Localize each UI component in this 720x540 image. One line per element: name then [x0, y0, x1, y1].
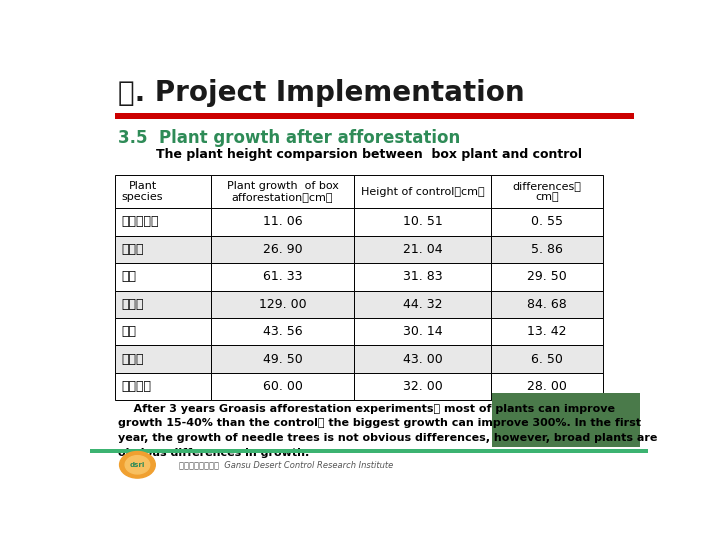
Bar [115, 175, 211, 208]
Bar [211, 318, 354, 346]
Text: 29. 50: 29. 50 [527, 271, 567, 284]
Text: 61. 33: 61. 33 [263, 271, 302, 284]
Bar [211, 263, 354, 291]
Text: 60. 00: 60. 00 [263, 380, 302, 393]
Text: dsri: dsri [130, 462, 145, 468]
Bar [354, 208, 491, 235]
Bar [491, 346, 603, 373]
Text: 沙蝒: 沙蝒 [122, 271, 137, 284]
Text: 30. 14: 30. 14 [402, 325, 442, 338]
Bar [354, 235, 491, 263]
Bar [491, 263, 603, 291]
Bar [211, 175, 354, 208]
Text: 沙木蒕: 沙木蒕 [122, 298, 144, 311]
Bar [492, 393, 639, 447]
Text: 44. 32: 44. 32 [402, 298, 442, 311]
Text: Plant growth  of box
afforestation（cm）: Plant growth of box afforestation（cm） [227, 181, 338, 202]
Text: differences（
cm）: differences（ cm） [513, 181, 582, 202]
Text: 10. 51: 10. 51 [402, 215, 443, 228]
Circle shape [125, 456, 150, 474]
Text: 28. 00: 28. 00 [527, 380, 567, 393]
Bar [354, 346, 491, 373]
Bar [115, 113, 634, 119]
Text: 43. 56: 43. 56 [263, 325, 302, 338]
Bar [115, 318, 211, 346]
Text: 129. 00: 129. 00 [258, 298, 306, 311]
Text: 3.5  Plant growth after afforestation: 3.5 Plant growth after afforestation [118, 129, 460, 147]
Bar [354, 291, 491, 318]
Bar [115, 346, 211, 373]
Text: Height of control（cm）: Height of control（cm） [361, 187, 485, 197]
Text: 49. 50: 49. 50 [263, 353, 302, 366]
Bar [211, 346, 354, 373]
Text: 5. 86: 5. 86 [531, 243, 563, 256]
Bar [211, 373, 354, 400]
Bar [211, 208, 354, 235]
Text: 43. 00: 43. 00 [402, 353, 443, 366]
Bar [354, 318, 491, 346]
Bar [491, 208, 603, 235]
Text: 6. 50: 6. 50 [531, 353, 563, 366]
Bar [115, 263, 211, 291]
Text: 26. 90: 26. 90 [263, 243, 302, 256]
Text: 多枝柽柳: 多枝柽柳 [122, 380, 152, 393]
Text: 意大利石松: 意大利石松 [122, 215, 159, 228]
Text: 32. 00: 32. 00 [402, 380, 443, 393]
Text: 31. 83: 31. 83 [402, 271, 442, 284]
Text: 11. 06: 11. 06 [263, 215, 302, 228]
Text: 毛条: 毛条 [122, 325, 137, 338]
Bar [211, 291, 354, 318]
Text: 沙拳枣: 沙拳枣 [122, 353, 144, 366]
Bar [115, 373, 211, 400]
Text: After 3 years Groasis afforestation experiments， most of plants can improve
grow: After 3 years Groasis afforestation expe… [118, 404, 657, 458]
Bar [491, 318, 603, 346]
Bar [115, 291, 211, 318]
Text: 0. 55: 0. 55 [531, 215, 563, 228]
Bar [491, 291, 603, 318]
Text: The plant height comparsion between  box plant and control: The plant height comparsion between box … [156, 148, 582, 161]
Bar [354, 263, 491, 291]
Circle shape [120, 451, 156, 478]
Text: 21. 04: 21. 04 [402, 243, 442, 256]
Bar [115, 208, 211, 235]
Bar [211, 235, 354, 263]
Bar [115, 235, 211, 263]
Bar [491, 373, 603, 400]
Text: 84. 68: 84. 68 [527, 298, 567, 311]
Bar [354, 175, 491, 208]
Text: 甘肃省治沙研究所  Gansu Desert Control Research Institute: 甘肃省治沙研究所 Gansu Desert Control Research I… [179, 460, 394, 469]
Bar [354, 373, 491, 400]
Text: 13. 42: 13. 42 [527, 325, 567, 338]
Text: Plant
species: Plant species [122, 181, 163, 202]
Bar [491, 235, 603, 263]
Text: 三. Project Implementation: 三. Project Implementation [118, 79, 525, 107]
Text: 樟子松: 樟子松 [122, 243, 144, 256]
Bar [491, 175, 603, 208]
Bar [90, 449, 648, 453]
